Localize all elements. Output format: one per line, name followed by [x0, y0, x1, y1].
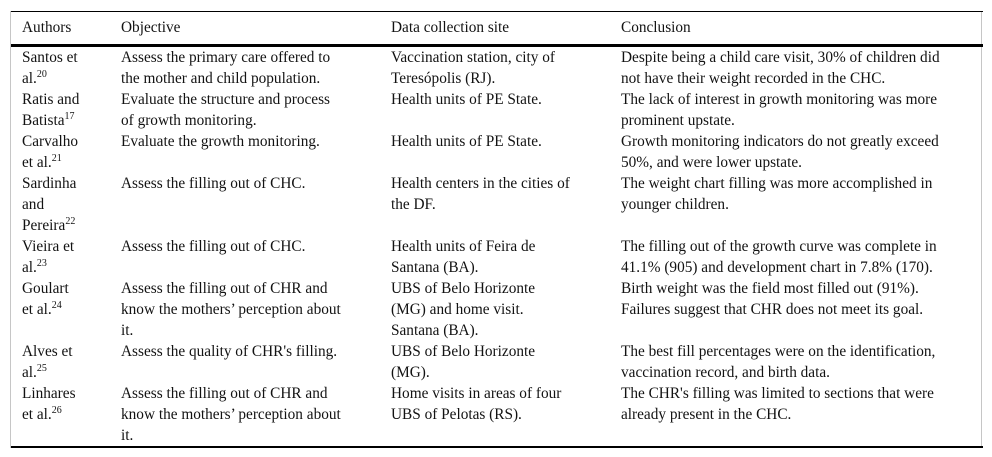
site-cell: Health units of Feira de Santana (BA).: [391, 238, 536, 276]
objective-cell: Assess the filling out of CHR and know t…: [121, 385, 341, 444]
studies-table-container: Authors Objective Data collection site C…: [10, 11, 983, 448]
objective-cell: Assess the filling out of CHC.: [121, 238, 306, 255]
author-cell: Vieira et al.23: [11, 236, 120, 278]
author-cell: Goulart et al.24: [11, 278, 120, 341]
author-reference-number: 24: [51, 299, 62, 311]
table-row: Carvalho et al.21 Evaluate the growth mo…: [11, 131, 983, 173]
author-reference-number: 17: [64, 110, 75, 122]
author-reference-number: 21: [51, 152, 62, 164]
author-name: Linhares et al.: [22, 385, 76, 423]
objective-cell: Assess the filling out of CHC.: [121, 175, 306, 192]
site-cell: UBS of Belo Horizonte (MG) and home visi…: [391, 280, 536, 339]
table-row: Goulart et al.24 Assess the filling out …: [11, 278, 983, 341]
author-cell: Sardinha and Pereira22: [11, 173, 120, 236]
author-name: Alves et al.: [22, 343, 73, 381]
table-header: Authors Objective Data collection site C…: [11, 12, 983, 46]
conclusion-cell: Growth monitoring indicators do not grea…: [621, 133, 939, 171]
author-reference-number: 25: [36, 362, 47, 374]
objective-cell: Evaluate the structure and process of gr…: [121, 91, 330, 129]
conclusion-cell: Despite being a child care visit, 30% of…: [621, 49, 940, 87]
site-cell: Health centers in the cities of the DF.: [391, 175, 570, 213]
table-row: Santos et al.20 Assess the primary care …: [11, 46, 983, 90]
conclusion-cell: The CHR's filling was limited to section…: [621, 385, 934, 423]
column-header-objective: Objective: [121, 19, 181, 36]
author-cell: Ratis and Batista17: [11, 89, 120, 131]
conclusion-cell: The weight chart filling was more accomp…: [621, 175, 933, 213]
author-name: Sardinha and Pereira: [22, 175, 77, 234]
table-row: Ratis and Batista17 Evaluate the structu…: [11, 89, 983, 131]
studies-table: Authors Objective Data collection site C…: [11, 11, 983, 448]
author-reference-number: 26: [51, 404, 62, 416]
header-row: Authors Objective Data collection site C…: [11, 12, 983, 46]
conclusion-cell: The best fill percentages were on the id…: [621, 343, 936, 381]
conclusion-cell: The filling out of the growth curve was …: [621, 238, 937, 276]
author-cell: Carvalho et al.21: [11, 131, 120, 173]
conclusion-cell: The lack of interest in growth monitorin…: [621, 91, 938, 129]
table-body: Santos et al.20 Assess the primary care …: [11, 46, 983, 447]
table-row: Linhares et al.26 Assess the filling out…: [11, 383, 983, 447]
site-cell: UBS of Belo Horizonte (MG).: [391, 343, 536, 381]
conclusion-cell: Birth weight was the field most filled o…: [621, 280, 924, 318]
site-cell: Health units of PE State.: [391, 133, 542, 150]
author-reference-number: 22: [65, 215, 76, 227]
column-header-conclusion: Conclusion: [621, 19, 691, 36]
objective-cell: Assess the quality of CHR's filling.: [121, 343, 338, 360]
author-name: Carvalho et al.: [22, 133, 79, 171]
site-cell: Health units of PE State.: [391, 91, 542, 108]
objective-cell: Assess the filling out of CHR and know t…: [121, 280, 341, 339]
author-cell: Alves et al.25: [11, 341, 120, 383]
column-header-data-collection-site: Data collection site: [391, 19, 510, 36]
site-cell: Home visits in areas of four UBS of Pelo…: [391, 385, 562, 423]
site-cell: Vaccination station, city of Teresópolis…: [391, 49, 555, 87]
author-reference-number: 23: [36, 257, 47, 269]
author-name: Ratis and Batista: [22, 91, 80, 129]
author-name: Santos et al.: [22, 49, 78, 87]
table-row: Alves et al.25 Assess the quality of CHR…: [11, 341, 983, 383]
author-cell: Santos et al.20: [11, 46, 120, 90]
objective-cell: Assess the primary care offered to the m…: [121, 49, 331, 87]
author-name: Vieira et al.: [22, 238, 75, 276]
author-reference-number: 20: [36, 68, 47, 80]
author-name: Goulart et al.: [22, 280, 69, 318]
table-row: Sardinha and Pereira22 Assess the fillin…: [11, 173, 983, 236]
author-cell: Linhares et al.26: [11, 383, 120, 447]
objective-cell: Evaluate the growth monitoring.: [121, 133, 320, 150]
column-header-authors: Authors: [22, 19, 72, 36]
table-row: Vieira et al.23 Assess the filling out o…: [11, 236, 983, 278]
